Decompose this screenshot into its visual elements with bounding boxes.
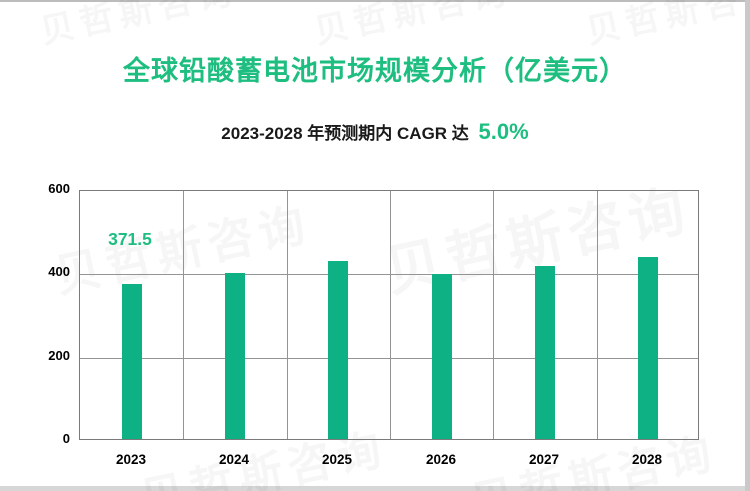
bar-2024: [225, 273, 245, 439]
subtitle-text: 2023-2028 年预测期内 CAGR 达: [221, 124, 469, 143]
watermark: 贝哲斯咨询: [581, 0, 750, 53]
y-tick-label: 200: [48, 348, 70, 363]
bar-2025: [328, 261, 348, 439]
x-tick-label-2023: 2023: [115, 452, 147, 467]
bar-2026: [432, 274, 452, 439]
y-tick-label: 0: [62, 431, 70, 446]
watermark: 贝哲斯咨询: [309, 0, 515, 53]
x-tick-label-2025: 2025: [321, 452, 353, 467]
watermark: 贝哲斯咨询: [35, 0, 241, 53]
chart-subtitle: 2023-2028 年预测期内 CAGR 达 5.0%: [0, 119, 750, 145]
horizontal-gridline: [80, 274, 698, 275]
bar-2028: [638, 257, 658, 439]
y-tick-label: 400: [48, 264, 70, 279]
x-tick-label-2028: 2028: [631, 452, 663, 467]
vertical-gridline: [597, 191, 598, 439]
x-tick-label-2027: 2027: [528, 452, 560, 467]
y-tick-label: 600: [48, 181, 70, 196]
vertical-scrollbar[interactable]: [745, 0, 750, 491]
horizontal-gridline: [80, 358, 698, 359]
window-top-edge: [0, 0, 750, 2]
data-label-2023: 371.5: [108, 229, 152, 249]
bar-2027: [535, 266, 555, 439]
x-tick-label-2024: 2024: [218, 452, 250, 467]
vertical-gridline: [493, 191, 494, 439]
horizontal-scrollbar[interactable]: [0, 486, 745, 491]
page-title: 全球铅酸蓄电池市场规模分析（亿美元）: [123, 56, 627, 86]
cagr-value: 5.0%: [478, 119, 529, 144]
vertical-gridline: [287, 191, 288, 439]
vertical-gridline: [183, 191, 184, 439]
bar-chart-plot-area: [79, 190, 699, 440]
bar-2023: [122, 284, 142, 439]
x-tick-label-2026: 2026: [425, 452, 457, 467]
vertical-gridline: [390, 191, 391, 439]
